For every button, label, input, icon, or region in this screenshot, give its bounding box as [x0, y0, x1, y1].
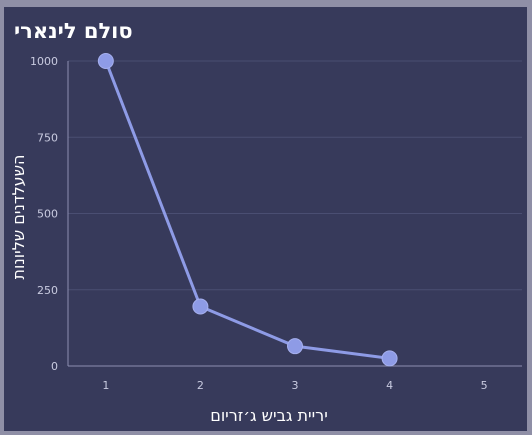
x-tick-label: 4 [386, 379, 393, 392]
chart-title: סולם לינארי [14, 19, 133, 43]
axes [67, 61, 522, 367]
data-point[interactable] [287, 338, 303, 355]
y-tick-label: 750 [37, 131, 58, 144]
y-tick-label: 250 [37, 284, 58, 297]
x-tick-label: 5 [481, 379, 488, 392]
series-line [104, 60, 390, 360]
y-tick-labels: 0 250 500 750 1000 [30, 55, 58, 373]
x-tick-label: 3 [292, 379, 299, 392]
x-tick-label: 2 [197, 379, 204, 392]
series-group [97, 53, 398, 367]
y-axis-label: השעלדנים שליונות [9, 155, 28, 280]
x-axis-label: יריית גביש ג׳זריום [210, 406, 328, 425]
x-tick-label: 1 [102, 379, 109, 392]
y-tick-label: 1000 [30, 55, 58, 68]
grid-lines [68, 60, 522, 291]
x-tick-labels: 1 2 3 4 5 [102, 379, 487, 392]
data-point[interactable] [381, 350, 398, 367]
data-point[interactable] [192, 298, 209, 315]
data-point[interactable] [97, 53, 114, 69]
y-tick-label: 500 [37, 208, 58, 221]
y-tick-label: 0 [51, 360, 58, 373]
